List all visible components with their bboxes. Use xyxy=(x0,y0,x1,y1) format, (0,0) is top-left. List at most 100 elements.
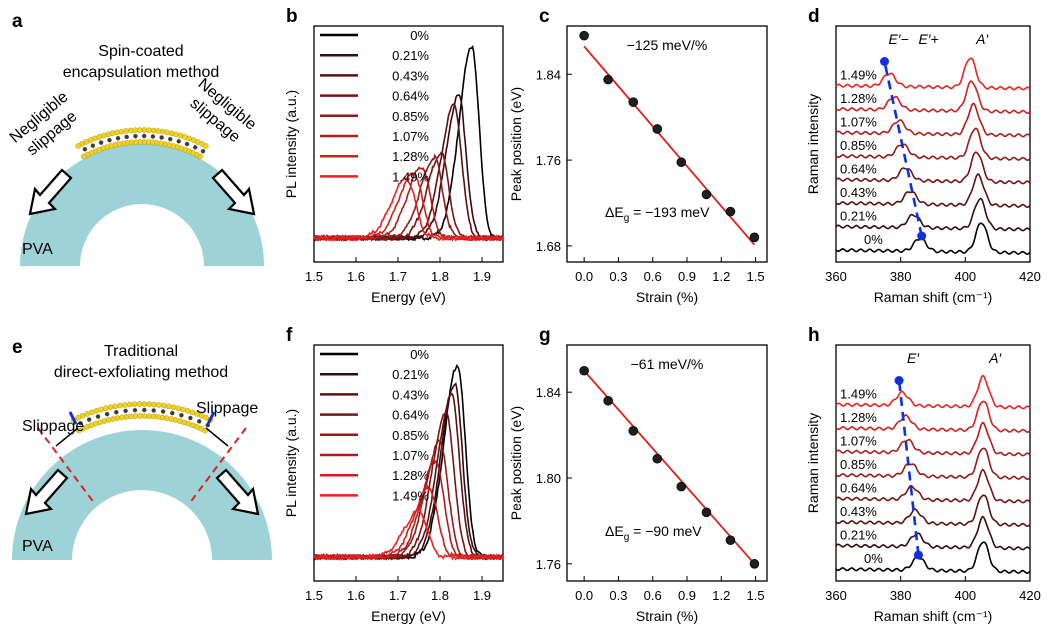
peak-marker-bottom xyxy=(917,231,927,241)
atom xyxy=(98,406,104,413)
x-tick-label: 1.8 xyxy=(431,269,449,284)
atom xyxy=(124,134,129,140)
atom xyxy=(98,140,104,145)
x-tick-label: 380 xyxy=(890,269,912,284)
x-tick-label: 0.3 xyxy=(609,269,627,284)
data-point xyxy=(701,507,712,518)
atom xyxy=(114,129,120,136)
atom xyxy=(75,414,81,421)
raman-strain-label: 0.64% xyxy=(840,481,877,496)
atom xyxy=(159,135,164,140)
data-point xyxy=(652,453,663,464)
schematic-a-title-line1: Spin-coated xyxy=(98,43,183,60)
y-tick-label: 1.68 xyxy=(536,239,561,254)
data-point xyxy=(579,30,589,41)
x-axis-label: Strain (%) xyxy=(636,289,698,305)
legend-label: 1.49% xyxy=(392,488,429,503)
atom xyxy=(75,143,81,149)
x-tick-label: 1.2 xyxy=(712,269,730,284)
substrate-label-e: PVA xyxy=(22,538,53,555)
panel-letter-h: h xyxy=(808,325,820,346)
slippage-label-right-e: Slippage xyxy=(196,400,258,417)
legend-label: 0% xyxy=(410,28,429,43)
panel-letter-g: g xyxy=(539,325,551,346)
pl-spectrum-1.28% xyxy=(313,172,504,242)
atom xyxy=(150,134,156,139)
y-axis-label: PL intensity (a.u.) xyxy=(283,409,299,517)
linear-fit-line xyxy=(583,370,756,565)
strain-arrow-right-a xyxy=(211,168,256,216)
atom xyxy=(179,413,184,418)
atom xyxy=(159,128,166,135)
atom xyxy=(141,401,148,407)
peak-label-e-plus: E′+ xyxy=(919,31,939,47)
x-tick-label: 0.6 xyxy=(644,269,662,284)
peak-label-a: A′ xyxy=(988,350,1002,366)
delta-subscript: g xyxy=(624,213,630,224)
substrate-arch-e xyxy=(12,430,272,560)
raman-spectrum-1.49% xyxy=(835,57,1031,91)
data-point xyxy=(749,232,760,243)
x-axis-label: Raman shift (cm⁻¹) xyxy=(874,289,993,305)
plot-frame xyxy=(835,25,1031,263)
y-axis-label: Raman intensity xyxy=(805,413,821,513)
atom xyxy=(123,408,128,414)
atom xyxy=(170,404,177,410)
atom xyxy=(102,405,109,412)
atom xyxy=(155,128,161,134)
atom xyxy=(192,145,198,150)
raman-spectrum-0.21% xyxy=(835,197,1031,232)
chart-d: d Raman shift (cm⁻¹) Raman intensity 360 380… xyxy=(805,6,1041,305)
x-axis-label: Energy (eV) xyxy=(371,289,446,305)
schematic-a: a Spin-coated encapsulation method Negli… xyxy=(7,11,264,266)
strain-arrow-left-e xyxy=(24,468,69,516)
x-tick-label: 1.6 xyxy=(347,588,365,603)
atom xyxy=(104,411,110,417)
data-point xyxy=(701,189,712,200)
schematic-e: e Traditional direct-exfoliating method … xyxy=(12,337,272,560)
y-tick-label: 1.76 xyxy=(536,557,561,572)
y-tick-label: 1.84 xyxy=(536,67,561,82)
x-tick-label: 0.0 xyxy=(575,588,593,603)
raman-strain-label: 1.07% xyxy=(840,115,877,130)
atom xyxy=(170,410,175,416)
raman-spectrum-0.85% xyxy=(835,447,1031,481)
raman-strain-label: 0.43% xyxy=(840,504,877,519)
legend-label: 1.07% xyxy=(392,448,429,463)
chart-panels: b Energy (eV) PL intensity (a.u.) 1.5 1.6 1.7… xyxy=(283,6,1041,624)
legend-label: 1.28% xyxy=(392,149,429,164)
atom xyxy=(176,139,181,144)
legend-label: 0.43% xyxy=(392,68,429,83)
data-point xyxy=(603,74,613,85)
data-point xyxy=(749,559,760,569)
atom xyxy=(175,405,182,412)
legend-label: 1.07% xyxy=(392,129,429,144)
data-point xyxy=(676,157,687,168)
atom xyxy=(161,402,167,409)
schematic-e-title-line2: direct-exfoliating method xyxy=(54,364,228,381)
legend-label: 1.49% xyxy=(392,169,429,184)
raman-strain-label: 1.28% xyxy=(840,91,877,106)
raman-spectrum-1.28% xyxy=(835,400,1031,434)
raman-strain-label: 1.49% xyxy=(840,68,877,83)
x-tick-label: 420 xyxy=(1019,588,1041,603)
legend-label: 0.43% xyxy=(392,387,429,402)
panel-letter-a: a xyxy=(12,11,23,32)
raman-spectrum-0.64% xyxy=(835,468,1031,504)
x-tick-label: 360 xyxy=(825,588,847,603)
x-tick-label: 1.5 xyxy=(747,269,765,284)
raman-spectrum-1.07% xyxy=(835,102,1031,138)
atom xyxy=(133,133,138,139)
mos2-layer-e xyxy=(70,401,214,434)
x-tick-label: 0.9 xyxy=(678,269,696,284)
raman-strain-label: 0.85% xyxy=(840,457,877,472)
x-tick-label: 0.0 xyxy=(575,269,593,284)
raman-spectrum-1.07% xyxy=(835,421,1031,457)
peak-label-e: E′ xyxy=(907,350,920,366)
schematic-a-title-line2: encapsulation method xyxy=(63,64,220,81)
x-tick-label: 400 xyxy=(954,588,976,603)
schematic-e-title-line1: Traditional xyxy=(104,343,178,360)
data-point xyxy=(725,206,736,217)
raman-strain-label: 0.21% xyxy=(840,528,877,543)
data-point xyxy=(676,481,687,492)
